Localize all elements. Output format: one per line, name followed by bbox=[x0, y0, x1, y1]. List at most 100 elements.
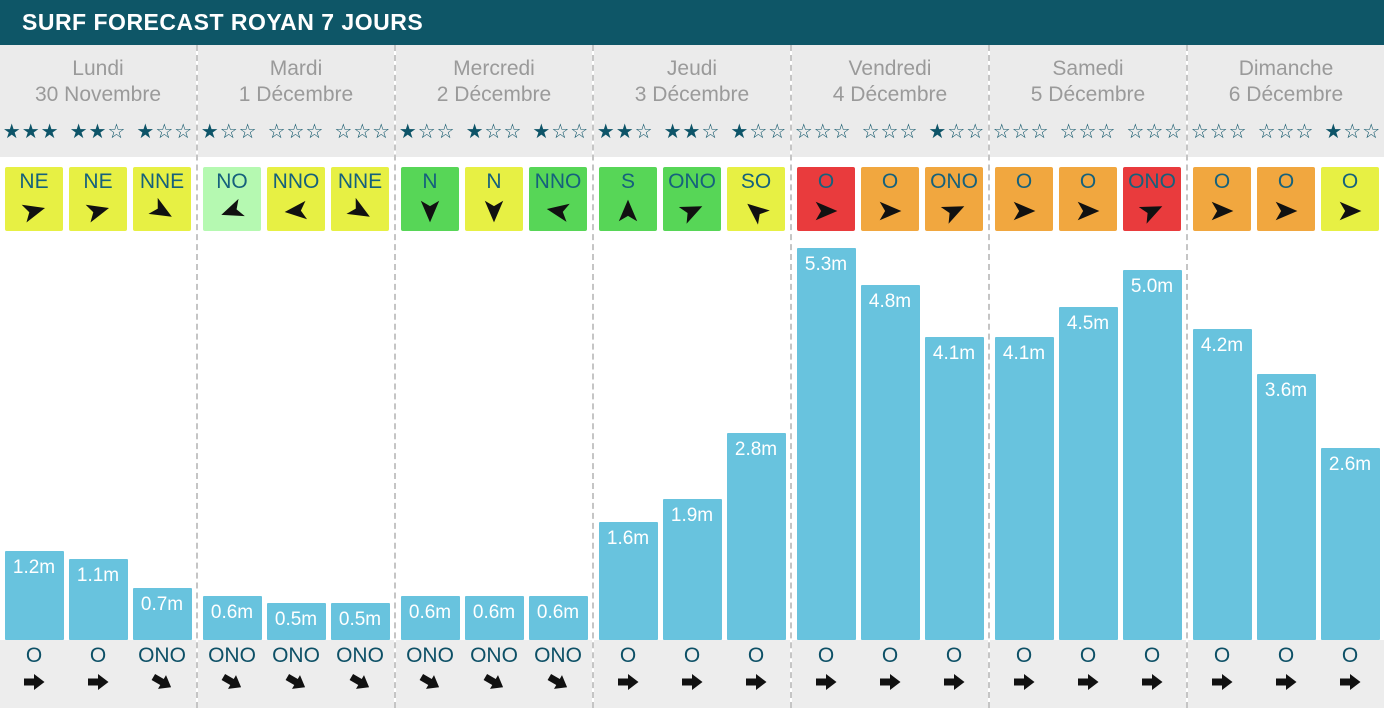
wind-arrow-icon bbox=[545, 198, 571, 224]
wind-cell: O bbox=[1193, 167, 1251, 231]
wind-cell: ONO bbox=[1123, 167, 1181, 231]
swell-direction-label: O bbox=[945, 644, 963, 667]
day-header: Samedi 5 Décembre ☆☆☆ ☆☆☆ ☆☆☆ bbox=[990, 45, 1186, 157]
swell-direction-label: ONO bbox=[406, 644, 454, 667]
day-header: Dimanche 6 Décembre ☆☆☆ ☆☆☆ ★☆☆ bbox=[1188, 45, 1384, 157]
swell-arrow-icon bbox=[680, 670, 704, 694]
star-ratings: ☆☆☆ ☆☆☆ ★☆☆ bbox=[795, 119, 985, 144]
wind-direction-label: SO bbox=[740, 170, 772, 193]
wind-direction-label: ONO bbox=[1128, 170, 1176, 193]
day-column: Jeudi 3 Décembre ★★☆ ★★☆ ★☆☆ S ONO bbox=[592, 45, 790, 708]
wind-cell: N bbox=[465, 167, 523, 231]
wind-arrow-icon bbox=[21, 198, 47, 224]
wave-height-label: 4.2m bbox=[1200, 335, 1244, 356]
wave-height-chart: 0.6m 0.6m 0.6m bbox=[396, 247, 592, 640]
wind-arrow-icon bbox=[940, 198, 967, 224]
swell-direction-label: O bbox=[683, 644, 701, 667]
swell-cell: O bbox=[1123, 644, 1181, 694]
swell-cell: O bbox=[995, 644, 1053, 694]
swell-cell: O bbox=[1321, 644, 1379, 694]
wave-bar: 4.5m bbox=[1058, 307, 1118, 640]
day-column: Dimanche 6 Décembre ☆☆☆ ☆☆☆ ★☆☆ O O bbox=[1186, 45, 1384, 708]
star-rating-group: ☆☆☆ bbox=[267, 121, 325, 143]
wind-cell: O bbox=[995, 167, 1053, 231]
wind-direction-label: NNO bbox=[272, 170, 320, 193]
wave-bar: 5.0m bbox=[1122, 270, 1182, 640]
wind-direction-label: NE bbox=[83, 170, 113, 193]
swell-arrow-icon bbox=[348, 670, 372, 694]
wave-height-chart: 5.3m 4.8m 4.1m bbox=[792, 247, 988, 640]
wave-height-label: 4.5m bbox=[1066, 313, 1110, 334]
day-header: Lundi 30 Novembre ★★★ ★★☆ ★☆☆ bbox=[0, 45, 196, 157]
wind-cell: NE bbox=[5, 167, 63, 231]
wind-cell: O bbox=[1257, 167, 1315, 231]
star-rating-group: ★☆☆ bbox=[532, 121, 590, 143]
wind-cell: ONO bbox=[663, 167, 721, 231]
star-ratings: ★★☆ ★★☆ ★☆☆ bbox=[597, 119, 787, 144]
swell-row: O O O bbox=[594, 640, 790, 708]
star-rating-group: ★★☆ bbox=[596, 121, 654, 143]
wind-cell: NO bbox=[203, 167, 261, 231]
star-ratings: ☆☆☆ ☆☆☆ ★☆☆ bbox=[1191, 119, 1381, 144]
wind-direction-label: O bbox=[1079, 170, 1097, 193]
swell-row: ONO ONO ONO bbox=[198, 640, 394, 708]
swell-cell: O bbox=[599, 644, 657, 694]
swell-cell: O bbox=[69, 644, 127, 694]
page-title: SURF FORECAST ROYAN 7 JOURS bbox=[22, 9, 424, 35]
day-header: Mercredi 2 Décembre ★☆☆ ★☆☆ ★☆☆ bbox=[396, 45, 592, 157]
wind-direction-label: NO bbox=[216, 170, 248, 193]
wind-cell: NE bbox=[69, 167, 127, 231]
swell-cell: O bbox=[925, 644, 983, 694]
star-rating-group: ★☆☆ bbox=[398, 121, 456, 143]
wind-cell: N bbox=[401, 167, 459, 231]
wind-direction-label: O bbox=[1277, 170, 1295, 193]
star-rating-group: ★☆☆ bbox=[200, 121, 258, 143]
swell-cell: O bbox=[861, 644, 919, 694]
star-rating-group: ☆☆☆ bbox=[861, 121, 919, 143]
wind-cell: NNO bbox=[267, 167, 325, 231]
wind-cell: O bbox=[1059, 167, 1117, 231]
wind-direction-label: NE bbox=[19, 170, 49, 193]
star-rating-group: ★☆☆ bbox=[730, 121, 788, 143]
swell-cell: ONO bbox=[331, 644, 389, 694]
wind-arrow-icon bbox=[615, 198, 641, 224]
wave-height-chart: 1.2m 1.1m 0.7m bbox=[0, 247, 196, 640]
wave-height-label: 2.6m bbox=[1328, 454, 1372, 475]
star-ratings: ☆☆☆ ☆☆☆ ☆☆☆ bbox=[993, 119, 1183, 144]
wind-arrow-icon bbox=[1337, 198, 1363, 224]
wind-arrow-icon bbox=[417, 198, 443, 224]
swell-row: O O ONO bbox=[0, 640, 196, 708]
star-rating-group: ☆☆☆ bbox=[1190, 121, 1248, 143]
swell-direction-label: ONO bbox=[534, 644, 582, 667]
wind-row: NO NNO NNE bbox=[198, 157, 394, 247]
star-rating-group: ★☆☆ bbox=[136, 121, 194, 143]
wind-arrow-icon bbox=[346, 197, 373, 224]
wind-cell: SO bbox=[727, 167, 785, 231]
wave-height-label: 0.7m bbox=[140, 594, 184, 615]
swell-arrow-icon bbox=[150, 670, 174, 694]
swell-direction-label: O bbox=[1213, 644, 1231, 667]
wind-direction-label: ONO bbox=[930, 170, 978, 193]
swell-direction-label: O bbox=[1015, 644, 1033, 667]
wind-cell: S bbox=[599, 167, 657, 231]
wind-arrow-icon bbox=[678, 198, 705, 224]
swell-direction-label: O bbox=[1277, 644, 1295, 667]
wave-height-label: 1.2m bbox=[12, 557, 56, 578]
swell-direction-label: O bbox=[881, 644, 899, 667]
swell-row: O O O bbox=[792, 640, 988, 708]
wind-arrow-icon bbox=[1138, 198, 1165, 224]
wave-height-label: 0.6m bbox=[472, 602, 516, 623]
swell-direction-label: ONO bbox=[470, 644, 518, 667]
wind-arrow-icon bbox=[1273, 198, 1299, 224]
star-rating-group: ☆☆☆ bbox=[794, 121, 852, 143]
wind-direction-label: O bbox=[1341, 170, 1359, 193]
wave-height-label: 1.6m bbox=[606, 528, 650, 549]
swell-direction-label: O bbox=[619, 644, 637, 667]
swell-arrow-icon bbox=[220, 670, 244, 694]
wave-bar: 2.6m bbox=[1320, 448, 1380, 640]
day-column: Lundi 30 Novembre ★★★ ★★☆ ★☆☆ NE NE bbox=[0, 45, 196, 708]
header-bar: SURF FORECAST ROYAN 7 JOURS bbox=[0, 0, 1384, 45]
star-rating-group: ★☆☆ bbox=[1324, 121, 1382, 143]
swell-cell: O bbox=[727, 644, 785, 694]
swell-arrow-icon bbox=[1140, 670, 1164, 694]
